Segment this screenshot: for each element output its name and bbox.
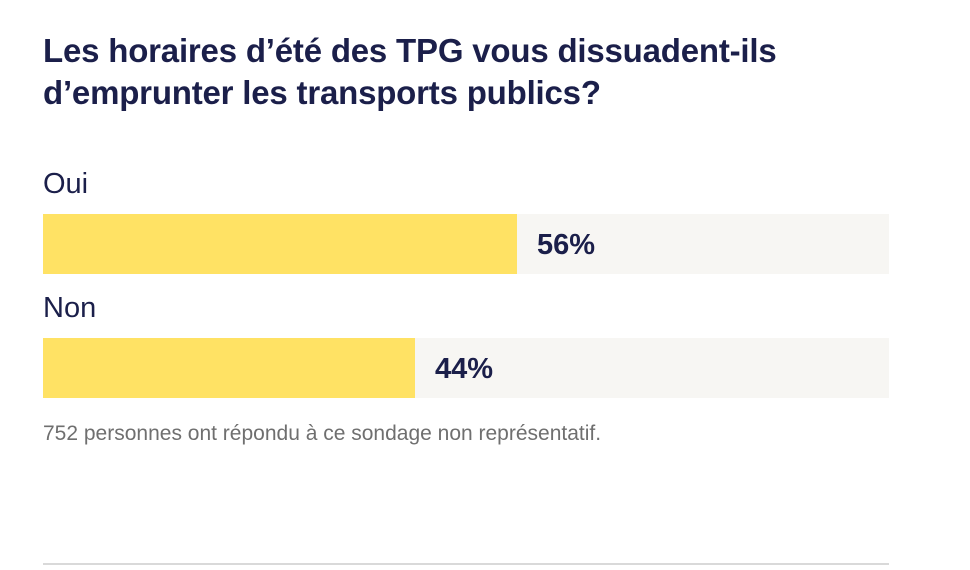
bar-value-label: 44% xyxy=(435,353,494,385)
poll-options: Oui 56% Non 44% xyxy=(43,166,889,398)
option-label: Non xyxy=(43,292,97,324)
poll-option-oui: Oui 56% xyxy=(43,166,889,274)
poll-option-non: Non 44% xyxy=(43,290,889,398)
bar-track: 44% xyxy=(43,338,889,398)
poll-widget: Les horaires d’été des TPG vous dissuade… xyxy=(43,30,889,448)
bar-value-label: 56% xyxy=(537,229,596,261)
divider xyxy=(43,563,889,565)
poll-question: Les horaires d’été des TPG vous dissuade… xyxy=(43,32,777,111)
survey-note: 752 personnes ont répondu à ce sondage n… xyxy=(43,422,602,445)
bar-track: 56% xyxy=(43,214,889,274)
bar-fill xyxy=(43,214,517,274)
bar-fill xyxy=(43,338,415,398)
option-label: Oui xyxy=(43,168,89,200)
